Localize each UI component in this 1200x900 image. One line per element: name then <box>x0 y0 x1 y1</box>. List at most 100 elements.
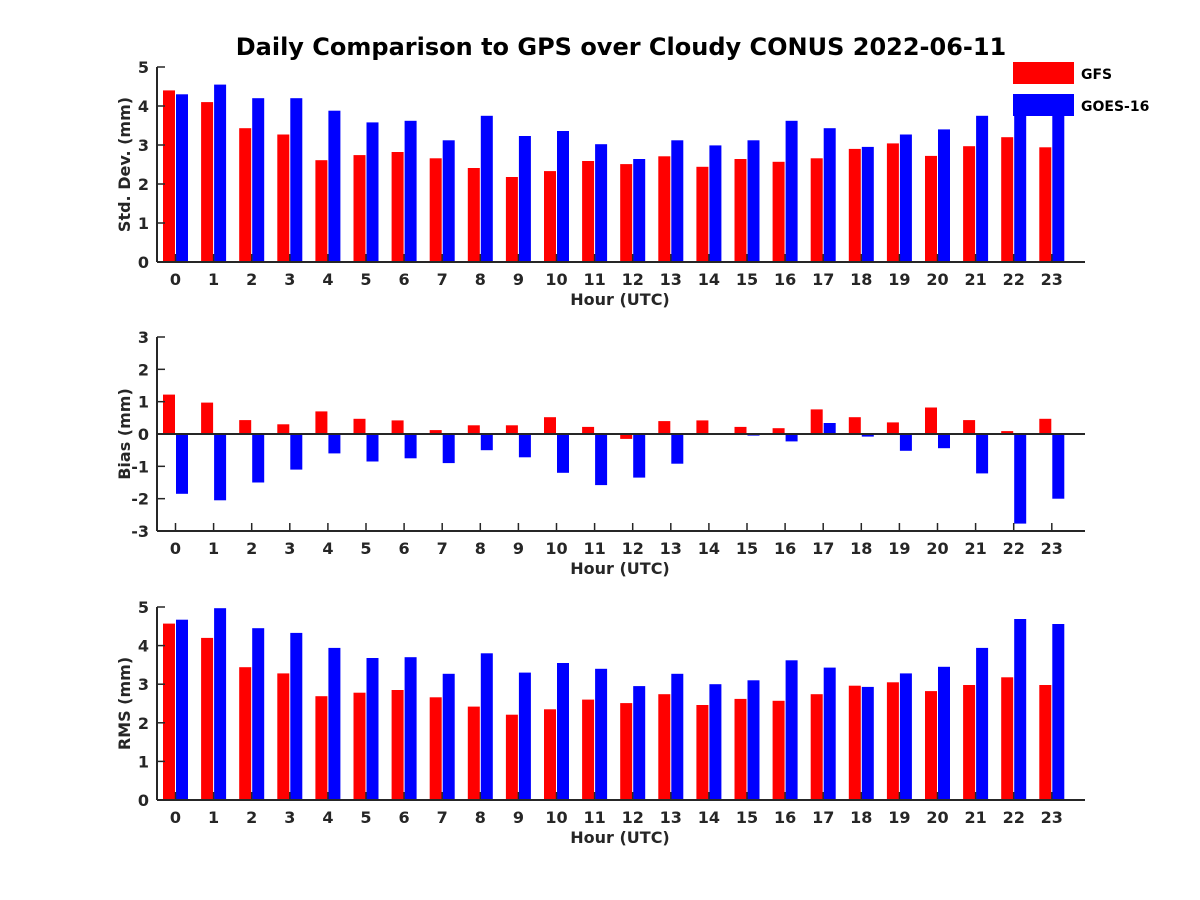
bar-goes-16-hour-19 <box>899 673 912 800</box>
x-tick-label: 23 <box>1041 539 1063 558</box>
bar-goes-16-hour-6 <box>404 657 417 800</box>
bar-gfs-hour-23 <box>1039 418 1052 434</box>
bar-gfs-hour-2 <box>239 667 252 800</box>
bar-gfs-hour-4 <box>315 696 328 800</box>
x-tick-label: 5 <box>360 270 371 289</box>
bar-gfs-hour-15 <box>734 426 747 434</box>
y-tick-label: 0 <box>138 425 149 444</box>
x-tick-label: 21 <box>964 270 986 289</box>
bar-gfs-hour-1 <box>201 637 214 800</box>
x-tick-label: 9 <box>513 808 524 827</box>
bar-gfs-hour-22 <box>1001 137 1014 262</box>
bar-gfs-hour-22 <box>1001 677 1014 800</box>
bar-gfs-hour-4 <box>315 411 328 434</box>
bar-gfs-hour-3 <box>277 424 290 434</box>
bar-gfs-hour-4 <box>315 160 328 262</box>
bar-goes-16-hour-17 <box>823 128 836 262</box>
x-tick-label: 17 <box>812 270 834 289</box>
bar-goes-16-hour-22 <box>1014 115 1027 263</box>
y-tick-label: 4 <box>138 97 149 116</box>
bar-gfs-hour-7 <box>429 158 442 262</box>
x-tick-label: 12 <box>622 270 644 289</box>
bar-goes-16-hour-8 <box>480 434 493 451</box>
y-axis-label: Std. Dev. (mm) <box>115 97 134 232</box>
bar-goes-16-hour-19 <box>899 134 912 262</box>
x-tick-label: 3 <box>284 539 295 558</box>
x-tick-label: 17 <box>812 808 834 827</box>
bar-gfs-hour-10 <box>544 417 556 434</box>
bar-gfs-hour-18 <box>848 417 861 434</box>
x-tick-label: 13 <box>660 270 682 289</box>
bar-goes-16-hour-13 <box>671 434 684 464</box>
bar-goes-16-hour-2 <box>252 628 265 800</box>
y-tick-label: 0 <box>138 253 149 272</box>
bar-goes-16-hour-7 <box>442 140 455 262</box>
x-tick-label: 15 <box>736 270 758 289</box>
bar-goes-16-hour-18 <box>861 434 874 437</box>
x-tick-label: 21 <box>964 539 986 558</box>
bar-goes-16-hour-3 <box>290 632 303 800</box>
bar-goes-16-hour-19 <box>899 434 912 451</box>
bar-goes-16-hour-23 <box>1052 624 1065 800</box>
bar-goes-16-hour-18 <box>861 686 874 800</box>
x-tick-label: 8 <box>475 808 486 827</box>
bar-goes-16-hour-15 <box>747 140 760 262</box>
bar-gfs-hour-21 <box>963 146 976 262</box>
bar-goes-16-hour-10 <box>557 131 569 262</box>
bar-goes-16-hour-11 <box>595 434 608 486</box>
bar-gfs-hour-17 <box>810 409 823 434</box>
bar-goes-16-hour-3 <box>290 98 303 262</box>
legend-label-gfs: GFS <box>1081 67 1112 83</box>
bar-goes-16-hour-6 <box>404 120 417 262</box>
x-axis-label: Hour (UTC) <box>570 559 670 578</box>
bar-goes-16-hour-4 <box>328 647 341 800</box>
bar-gfs-hour-15 <box>734 698 747 800</box>
bar-goes-16-hour-23 <box>1052 114 1065 262</box>
x-tick-label: 22 <box>1003 539 1025 558</box>
bar-gfs-hour-14 <box>696 420 709 434</box>
x-tick-label: 23 <box>1041 270 1063 289</box>
bar-gfs-hour-17 <box>810 158 823 262</box>
x-tick-label: 11 <box>583 270 605 289</box>
bar-goes-16-hour-0 <box>176 434 188 494</box>
x-tick-label: 19 <box>888 270 910 289</box>
x-tick-label: 12 <box>622 808 644 827</box>
x-tick-label: 23 <box>1041 808 1063 827</box>
bar-goes-16-hour-8 <box>480 115 493 263</box>
x-tick-label: 13 <box>660 808 682 827</box>
bar-gfs-hour-20 <box>925 155 937 262</box>
bar-gfs-hour-16 <box>772 161 785 262</box>
bar-goes-16-hour-9 <box>518 434 531 458</box>
x-tick-label: 15 <box>736 808 758 827</box>
y-tick-label: 3 <box>138 328 149 347</box>
bar-gfs-hour-19 <box>886 422 899 434</box>
bar-goes-16-hour-21 <box>976 115 989 263</box>
x-tick-label: 11 <box>583 539 605 558</box>
bar-gfs-hour-7 <box>429 697 442 800</box>
x-axis-label: Hour (UTC) <box>570 290 670 309</box>
bar-goes-16-hour-22 <box>1014 434 1027 524</box>
bar-goes-16-hour-2 <box>252 98 265 262</box>
x-tick-label: 15 <box>736 539 758 558</box>
bar-goes-16-hour-11 <box>595 144 608 262</box>
bar-gfs-hour-2 <box>239 128 252 262</box>
bar-goes-16-hour-3 <box>290 434 303 470</box>
y-tick-label: 5 <box>138 598 149 617</box>
bar-goes-16-hour-15 <box>747 680 760 800</box>
bar-goes-16-hour-1 <box>214 608 227 800</box>
x-tick-label: 18 <box>850 808 872 827</box>
bar-gfs-hour-12 <box>620 703 633 800</box>
y-tick-label: 1 <box>138 393 149 412</box>
x-tick-label: 19 <box>888 808 910 827</box>
x-tick-label: 9 <box>513 270 524 289</box>
x-tick-label: 0 <box>170 808 181 827</box>
x-tick-label: 1 <box>208 539 219 558</box>
bar-gfs-hour-6 <box>391 152 404 262</box>
bar-gfs-hour-15 <box>734 159 747 262</box>
x-tick-label: 7 <box>437 539 448 558</box>
x-tick-label: 3 <box>284 808 295 827</box>
x-tick-label: 21 <box>964 808 986 827</box>
bar-goes-16-hour-0 <box>176 619 188 800</box>
x-tick-label: 12 <box>622 539 644 558</box>
